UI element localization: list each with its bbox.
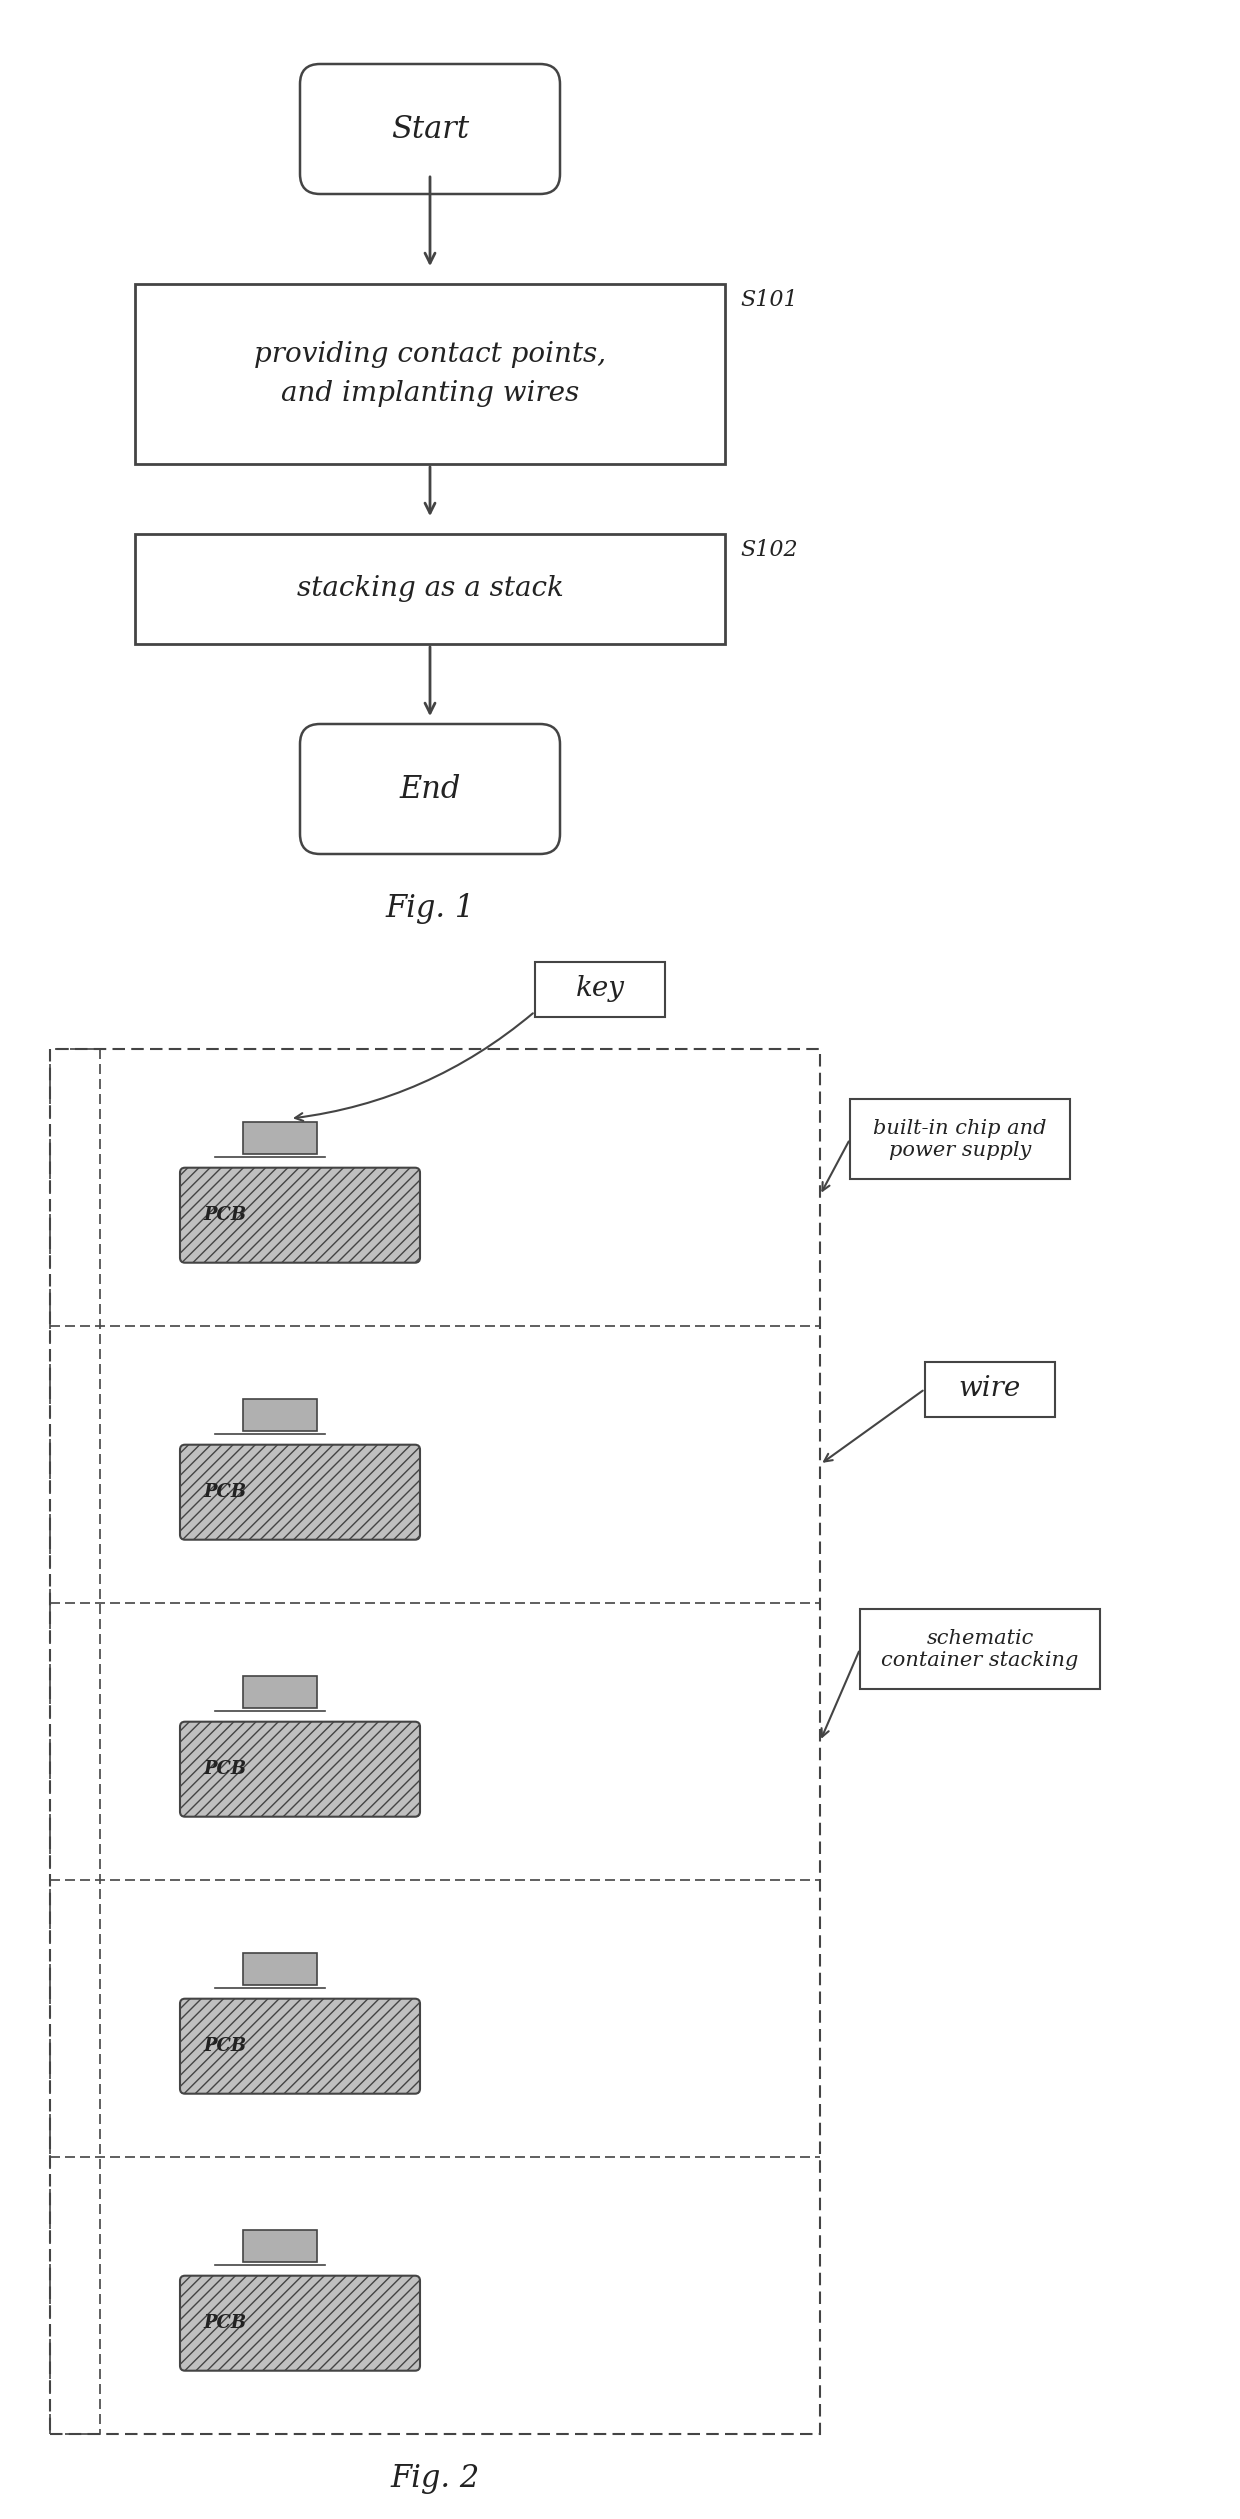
Text: built-in chip and
power supply: built-in chip and power supply (873, 1118, 1047, 1159)
Text: PCB: PCB (203, 2315, 246, 2333)
Bar (861, 1610, 1100, 1690)
FancyBboxPatch shape (243, 1121, 317, 1154)
Text: PCB: PCB (203, 2038, 246, 2056)
Bar (534, 962, 665, 1018)
Bar (925, 1360, 1055, 1416)
FancyBboxPatch shape (243, 1952, 317, 1985)
Text: PCB: PCB (203, 1207, 246, 1224)
Text: End: End (399, 773, 461, 804)
FancyBboxPatch shape (180, 1720, 420, 1816)
Text: S102: S102 (740, 539, 797, 562)
FancyBboxPatch shape (180, 2275, 420, 2370)
Text: PCB: PCB (203, 1761, 246, 1778)
Text: PCB: PCB (203, 1484, 246, 1501)
FancyBboxPatch shape (180, 1169, 420, 1262)
Bar (50, 1048, 820, 2433)
Bar (135, 285, 725, 463)
Text: providing contact points,
and implanting wires: providing contact points, and implanting… (254, 340, 606, 408)
FancyBboxPatch shape (300, 723, 560, 854)
Text: wire: wire (959, 1375, 1021, 1403)
FancyBboxPatch shape (243, 1675, 317, 1708)
FancyBboxPatch shape (180, 1998, 420, 2093)
Bar (50, 1048, 100, 2433)
FancyBboxPatch shape (243, 2229, 317, 2262)
Text: stacking as a stack: stacking as a stack (296, 574, 563, 602)
Bar (849, 1098, 1070, 1179)
Text: S101: S101 (740, 290, 797, 310)
Text: key: key (575, 975, 625, 1003)
Text: schematic
container stacking: schematic container stacking (882, 1627, 1079, 1670)
Bar (135, 534, 725, 645)
Text: Start: Start (391, 113, 469, 144)
FancyBboxPatch shape (180, 1446, 420, 1539)
FancyBboxPatch shape (243, 1398, 317, 1431)
Text: Fig. 2: Fig. 2 (391, 2464, 480, 2494)
FancyBboxPatch shape (300, 63, 560, 194)
Text: Fig. 1: Fig. 1 (386, 894, 475, 924)
